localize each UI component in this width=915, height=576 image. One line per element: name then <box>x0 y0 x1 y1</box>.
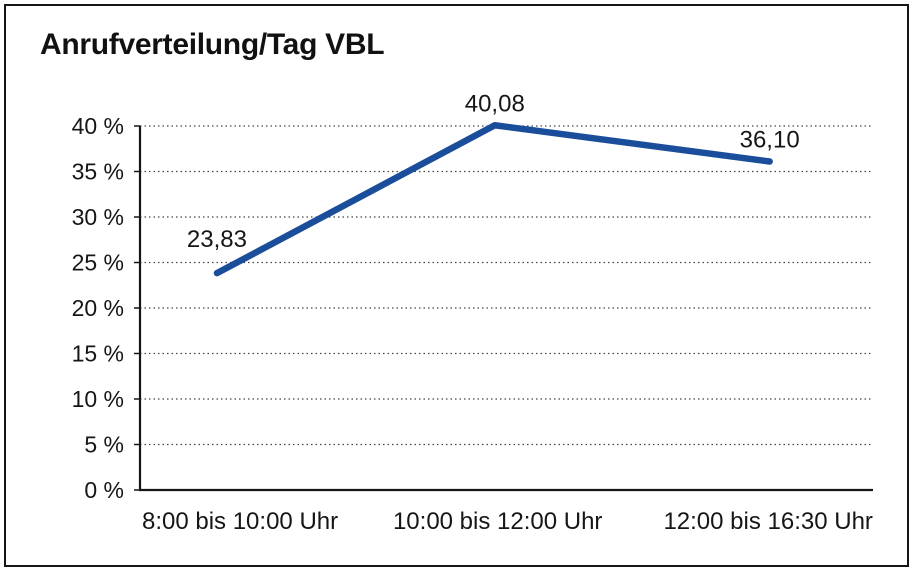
y-axis-label: 25 % <box>72 250 124 276</box>
y-axis-label: 30 % <box>72 204 124 230</box>
y-axis-label: 20 % <box>72 295 124 321</box>
y-axis-label: 15 % <box>72 341 124 367</box>
chart-title: Anrufverteilung/Tag VBL <box>40 28 385 61</box>
y-axis-label: 0 % <box>84 477 124 503</box>
x-axis-label: 8:00 bis 10:00 Uhr <box>142 508 338 535</box>
y-axis-label: 10 % <box>72 386 124 412</box>
y-axis-label: 5 % <box>84 432 124 458</box>
data-series-line <box>213 122 773 277</box>
x-axis-label: 10:00 bis 12:00 Uhr <box>393 508 602 535</box>
y-axis-label: 35 % <box>72 159 124 185</box>
x-axis-label: 12:00 bis 16:30 Uhr <box>663 508 872 535</box>
y-axis-label: 40 % <box>72 113 124 139</box>
data-point-label: 40,08 <box>465 90 525 117</box>
chart-border <box>4 4 909 567</box>
data-point-label: 23,83 <box>187 226 247 253</box>
data-point-label: 36,10 <box>740 126 800 153</box>
